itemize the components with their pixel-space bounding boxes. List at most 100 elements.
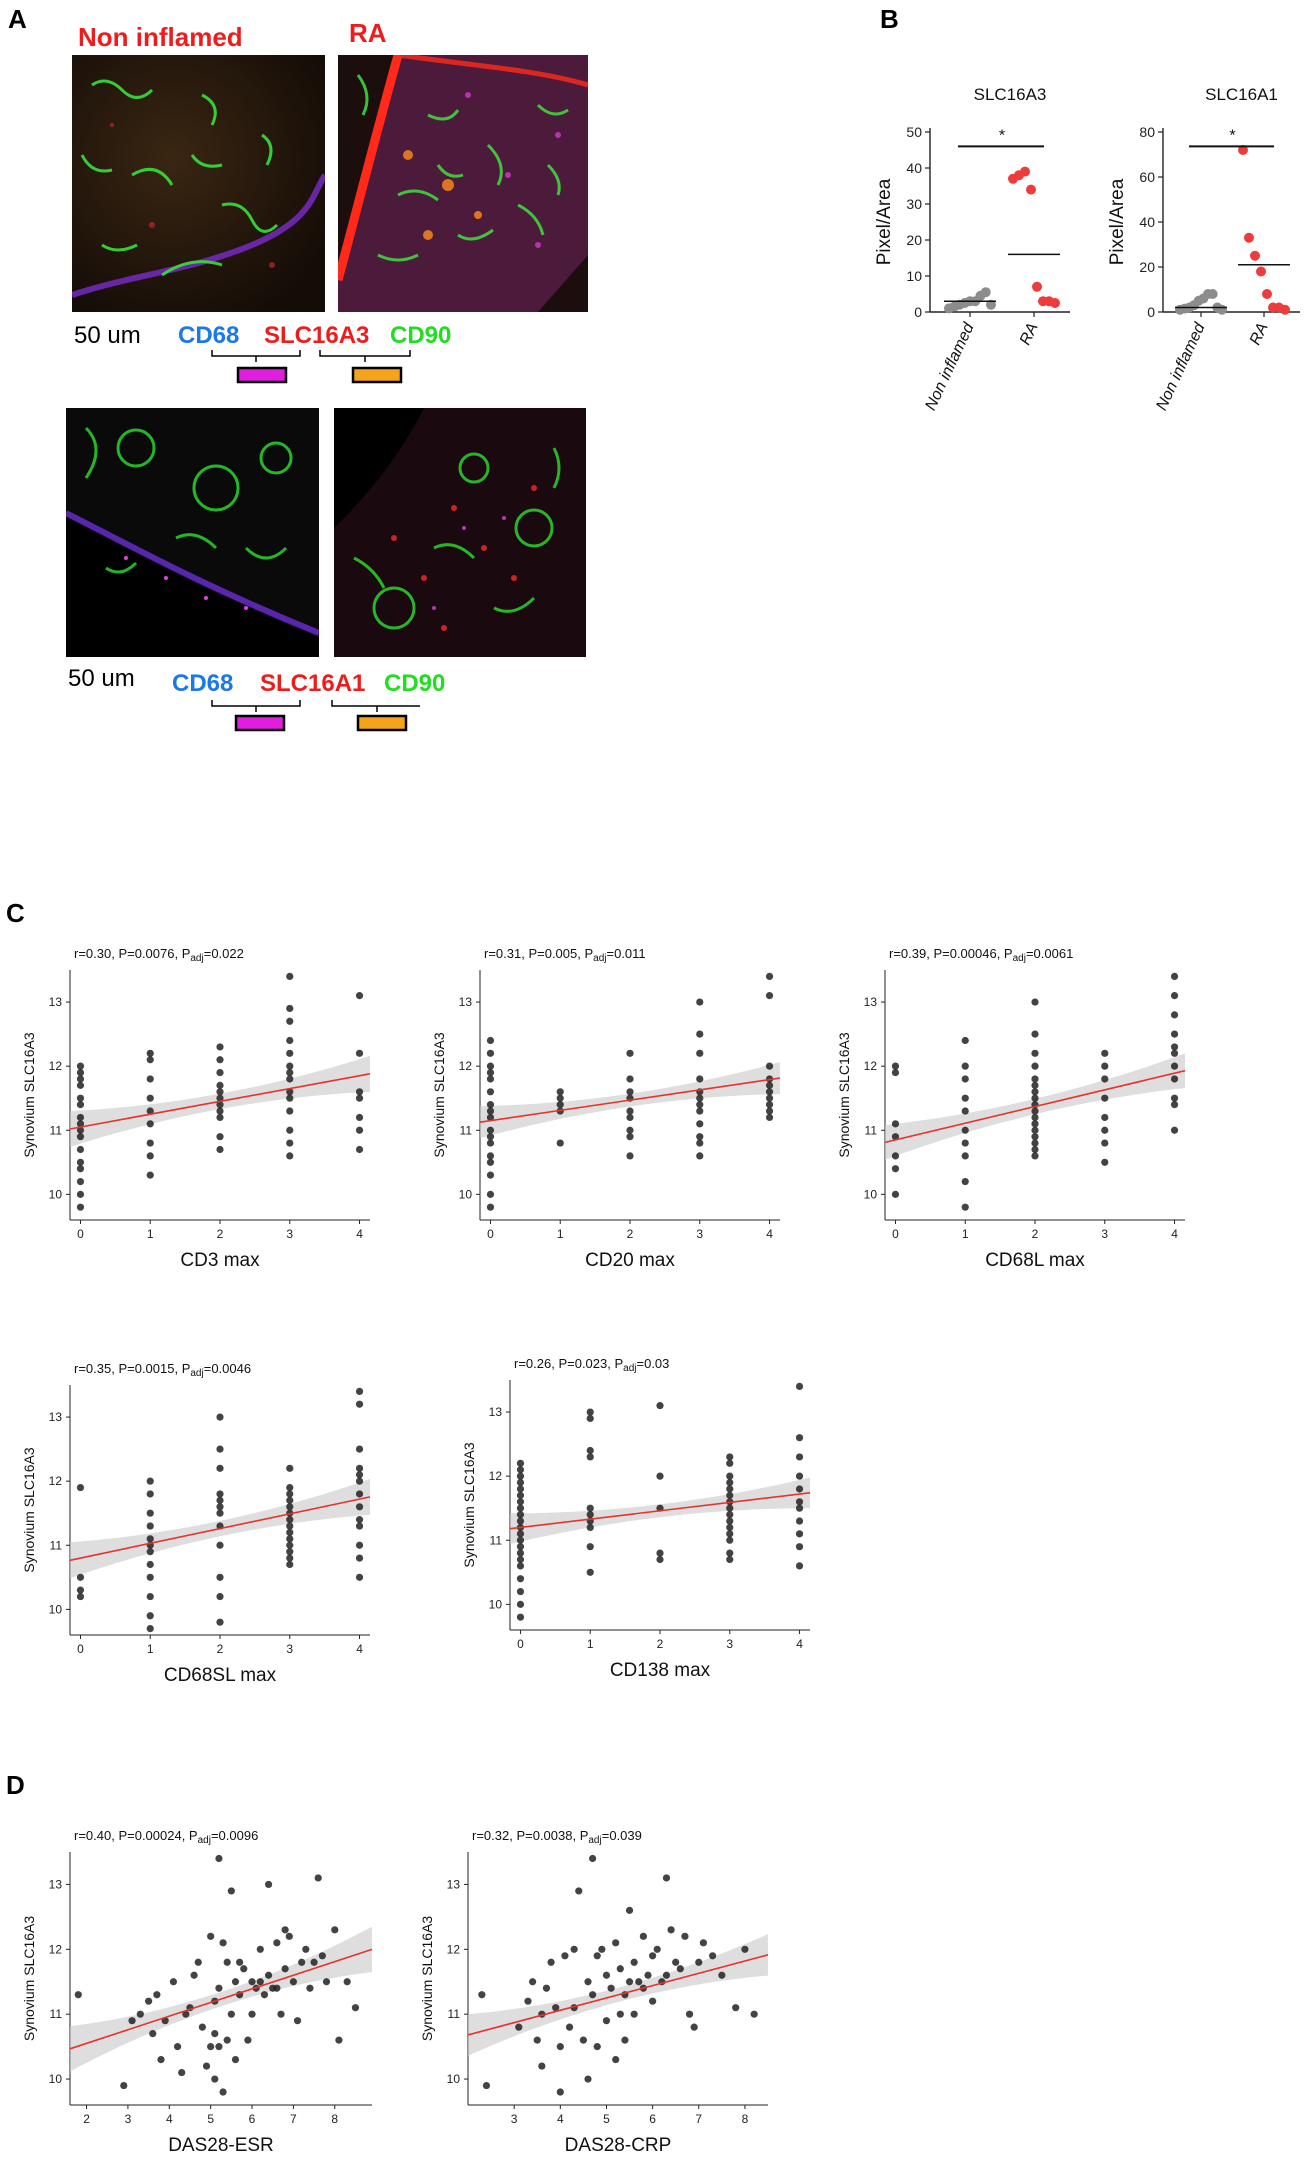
data-point <box>1031 998 1039 1006</box>
data-point <box>556 2088 564 2096</box>
stats-annotation: r=0.32, P=0.0038, Padj=0.039 <box>472 1828 642 1846</box>
stats-annotation: r=0.39, P=0.00046, Padj=0.0061 <box>889 946 1073 964</box>
data-point <box>891 1062 900 1070</box>
data-point <box>248 1978 256 1986</box>
data-point <box>961 1107 969 1115</box>
data-point <box>676 1965 684 1973</box>
x-tick-label: 3 <box>726 1637 733 1651</box>
data-point <box>1032 281 1042 292</box>
data-point <box>76 1165 85 1173</box>
data-point <box>286 1490 294 1498</box>
data-point <box>194 1958 202 1966</box>
y-tick-label: 12 <box>49 1942 63 1956</box>
x-tick-label: 5 <box>603 2112 610 2126</box>
data-point <box>589 1991 597 1999</box>
data-point <box>286 1088 294 1096</box>
data-point <box>699 1939 707 1947</box>
data-point <box>516 1491 525 1499</box>
data-point <box>286 1503 294 1511</box>
data-point <box>732 2004 740 2012</box>
data-point <box>516 1485 525 1493</box>
data-point <box>146 1139 154 1147</box>
data-point <box>207 1932 215 1940</box>
scale-bar-label-row1: 50 um <box>74 322 141 349</box>
data-point <box>1031 1088 1039 1096</box>
data-point <box>286 1464 294 1472</box>
y-tick-label: 10 <box>49 1602 63 1616</box>
data-point <box>586 1453 594 1461</box>
chart-d1: r=0.40, P=0.00024, Padj=0.0096 2 3 4 5 6 7 8 10 1… <box>21 1828 373 2156</box>
data-point <box>690 2023 698 2031</box>
data-point <box>795 1485 804 1493</box>
data-point <box>696 1049 704 1057</box>
data-point <box>355 1049 364 1057</box>
x-category-label: RA <box>1247 321 1272 348</box>
micrograph-non-inflamed-slc16a1 <box>66 408 319 657</box>
data-point <box>556 2043 564 2051</box>
data-point <box>216 1496 224 1504</box>
data-point <box>264 1880 273 1889</box>
data-point <box>355 1094 364 1102</box>
data-point <box>726 1504 734 1512</box>
data-point <box>1031 1126 1039 1134</box>
data-point <box>355 1522 364 1530</box>
data-point <box>1031 1120 1039 1128</box>
data-point <box>355 1387 364 1396</box>
micrograph-non-inflamed-slc16a3 <box>72 55 325 312</box>
data-point <box>586 1543 594 1551</box>
y-tick-label: 12 <box>49 1059 63 1073</box>
data-point <box>556 1094 564 1102</box>
data-point <box>146 1548 154 1556</box>
data-point <box>355 992 364 1000</box>
data-point <box>486 1036 495 1045</box>
x-tick-label: 1 <box>557 1227 564 1241</box>
data-point <box>318 1952 326 1960</box>
data-point <box>273 1939 281 1947</box>
data-point <box>355 1088 364 1096</box>
data-point <box>516 1562 525 1570</box>
data-point <box>795 1472 804 1480</box>
data-point <box>556 1101 564 1109</box>
data-point <box>980 287 991 298</box>
marker-cd90-row1: CD90 <box>390 322 452 349</box>
data-point <box>355 1477 364 1485</box>
data-point <box>216 1413 224 1421</box>
data-point <box>1170 972 1179 981</box>
data-point <box>626 1126 634 1134</box>
data-point <box>1170 1062 1179 1070</box>
data-point <box>1031 1113 1039 1122</box>
data-point <box>598 1945 606 1953</box>
data-point <box>516 1600 525 1608</box>
data-point <box>281 1965 289 1973</box>
y-tick-label: 10 <box>447 2072 461 2086</box>
data-point <box>216 1145 224 1154</box>
data-point <box>76 1081 85 1089</box>
data-point <box>76 1062 85 1070</box>
y-tick-label: 13 <box>49 1410 63 1424</box>
data-point <box>136 2010 144 2018</box>
data-point <box>223 1958 231 1966</box>
x-axis-label: CD68L max <box>985 1250 1085 1271</box>
data-point <box>76 1133 85 1141</box>
data-point <box>231 1978 240 1986</box>
data-point <box>961 1152 969 1160</box>
data-point <box>1031 1062 1039 1070</box>
data-point <box>76 1158 85 1166</box>
data-point <box>516 1498 525 1506</box>
data-point <box>630 1958 638 1966</box>
data-point <box>207 2043 215 2051</box>
data-point <box>542 1984 551 1992</box>
data-point <box>1250 250 1260 261</box>
data-point <box>533 2036 541 2044</box>
data-point <box>293 2017 302 2025</box>
data-point <box>76 1113 85 1122</box>
data-point <box>584 2075 592 2083</box>
data-point <box>145 1997 153 2005</box>
x-tick-label: 8 <box>742 2112 749 2126</box>
chart-d2: r=0.32, P=0.0038, Padj=0.039 3 4 5 6 7 8 10 11 12… <box>419 1828 769 2156</box>
data-point <box>696 1101 704 1109</box>
data-point <box>1031 1030 1039 1038</box>
data-point <box>281 1926 289 1934</box>
data-point <box>529 1978 537 1986</box>
data-point <box>216 1464 224 1472</box>
